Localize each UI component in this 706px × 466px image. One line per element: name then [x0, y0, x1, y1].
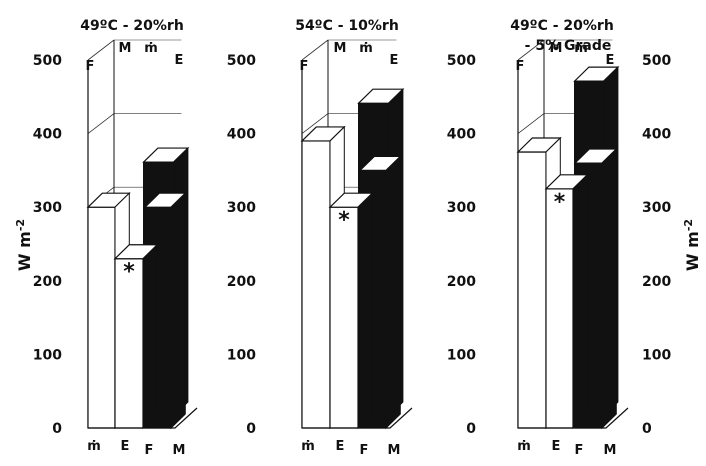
- y-axis-label: W m-2: [682, 219, 703, 271]
- category-label-bottom-1: E: [121, 439, 130, 454]
- y-tick-label-right: 400: [642, 127, 671, 143]
- bar-ṁ: [544, 173, 589, 430]
- y-tick-label-right: 200: [642, 274, 671, 290]
- bar-side: [572, 173, 588, 430]
- y-tick-label: 300: [33, 200, 62, 216]
- y-tick-label-right: 0: [642, 421, 652, 437]
- bar-side: [170, 192, 186, 430]
- category-label-top-3: E: [175, 53, 184, 68]
- category-label-bottom-0: ṁ: [87, 439, 101, 454]
- bar-E: [143, 192, 187, 430]
- bar-front: [329, 206, 359, 429]
- category-label-bottom-0: ṁ: [517, 439, 531, 454]
- y-tick-label: 100: [33, 347, 62, 363]
- bar-ṁ: [328, 192, 374, 430]
- y-tick-label-right: 500: [642, 53, 671, 69]
- grid-line: [87, 113, 115, 134]
- category-label-top-0: F: [516, 59, 525, 74]
- grid-line: [87, 39, 115, 61]
- y-tick-label: 200: [447, 274, 476, 290]
- y-axis-label-text: W m-2: [682, 219, 703, 271]
- category-label-top-2: ṁ: [144, 41, 158, 56]
- category-label-bottom-3: M: [388, 443, 401, 458]
- y-tick-label: 300: [227, 200, 256, 216]
- panel-subtitle: - 5% Grade: [525, 38, 612, 54]
- category-label-bottom-2: F: [145, 443, 154, 458]
- category-label-top-3: E: [390, 53, 399, 68]
- y-tick-label-right: 300: [642, 200, 671, 216]
- floor-outline: [302, 407, 413, 429]
- category-label-bottom-1: E: [552, 439, 561, 454]
- y-tick-label: 500: [33, 53, 62, 69]
- category-label-top-2: ṁ: [574, 41, 588, 56]
- y-tick-label: 0: [52, 421, 62, 437]
- y-tick-label: 400: [447, 127, 476, 143]
- y-tick-label: 100: [227, 347, 256, 363]
- bar-front: [301, 140, 331, 429]
- grid-line: [517, 113, 545, 134]
- category-label-top-1: M: [550, 41, 563, 56]
- category-label-bottom-2: F: [575, 443, 584, 458]
- bar-marker-star: *: [554, 190, 566, 215]
- category-label-top-0: F: [300, 59, 309, 74]
- bar-side: [142, 243, 158, 430]
- y-tick-label: 300: [447, 200, 476, 216]
- category-label-bottom-1: E: [336, 439, 345, 454]
- y-tick-label-right: 100: [642, 347, 671, 363]
- y-tick-label: 500: [227, 53, 256, 69]
- y-tick-label: 200: [227, 274, 256, 290]
- floor-outline: [88, 407, 198, 429]
- grid-line: [301, 39, 329, 61]
- y-tick-label: 0: [466, 421, 476, 437]
- y-tick-label: 200: [33, 274, 62, 290]
- panel-2: [300, 39, 413, 430]
- bar-front: [114, 258, 144, 429]
- category-label-top-2: ṁ: [359, 41, 373, 56]
- category-label-top-1: M: [334, 41, 347, 56]
- bar-marker-star: *: [123, 260, 135, 285]
- category-label-bottom-3: M: [604, 443, 617, 458]
- y-tick-label: 500: [447, 53, 476, 69]
- category-label-top-1: M: [119, 41, 132, 56]
- category-label-top-0: F: [86, 59, 95, 74]
- grid-line: [517, 39, 545, 61]
- y-axis-label-text: W m-2: [14, 219, 35, 271]
- panel-1: W m-2: [14, 39, 198, 430]
- category-label-bottom-3: M: [173, 443, 186, 458]
- bar-front: [545, 188, 574, 429]
- grid-line: [301, 113, 329, 134]
- panel-3: W m-2: [516, 39, 703, 430]
- bar-side: [357, 192, 373, 430]
- y-tick-label: 100: [447, 347, 476, 363]
- bar-side: [601, 147, 617, 430]
- panel-title: 49ºC - 20%rh: [80, 18, 184, 34]
- bar-ṁ: [113, 243, 159, 430]
- bar-front: [87, 206, 116, 429]
- bar-marker-star: *: [338, 208, 350, 233]
- panel-title: 49ºC - 20%rh: [510, 18, 614, 34]
- y-tick-label: 400: [227, 127, 256, 143]
- bar-front: [517, 151, 547, 429]
- floor-outline: [518, 407, 629, 429]
- y-tick-label: 0: [246, 421, 256, 437]
- category-label-bottom-2: F: [360, 443, 369, 458]
- category-label-bottom-0: ṁ: [301, 439, 315, 454]
- bar-side: [385, 155, 401, 430]
- category-label-top-3: E: [606, 53, 615, 68]
- y-axis-label: W m-2: [14, 219, 35, 271]
- y-tick-label: 400: [33, 127, 62, 143]
- panel-title: 54ºC - 10%rh: [295, 18, 399, 34]
